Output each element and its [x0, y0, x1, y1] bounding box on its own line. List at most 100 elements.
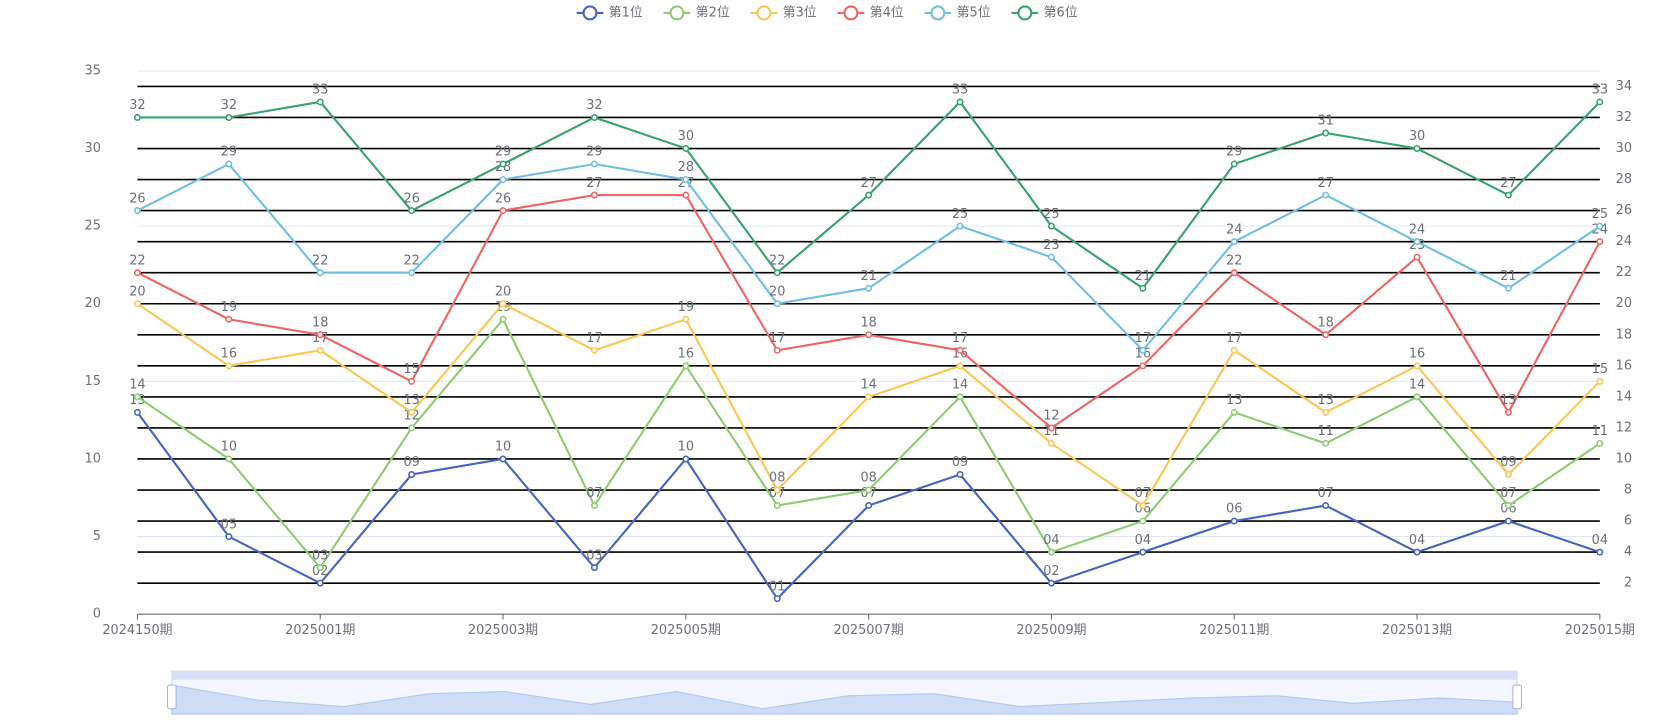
point: [865, 393, 873, 401]
point: [1413, 393, 1421, 401]
point: [1230, 238, 1238, 246]
y-tick-label: 25: [85, 219, 101, 234]
data-label: 28: [678, 160, 694, 175]
point: [1230, 346, 1238, 354]
data-label: 19: [495, 300, 511, 315]
legend-icon: [930, 5, 946, 21]
y2-tick-label: 26: [1616, 203, 1632, 218]
data-label: 16: [1135, 347, 1151, 362]
data-label: 07: [1317, 486, 1333, 501]
point: [956, 471, 964, 478]
data-label: 04: [1592, 533, 1608, 548]
data-label: 23: [1409, 238, 1425, 253]
legend-item[interactable]: 第1位: [576, 5, 643, 21]
point: [865, 284, 873, 292]
data-label: 22: [312, 253, 328, 268]
point: [1139, 502, 1147, 510]
point: [682, 362, 690, 370]
point: [590, 113, 598, 121]
data-label: 14: [860, 378, 876, 393]
y-tick-label: 30: [85, 141, 101, 156]
point: [133, 113, 141, 121]
data-label: 05: [221, 517, 237, 532]
data-label: 24: [1226, 222, 1242, 237]
data-label: 13: [1317, 393, 1333, 408]
point: [499, 160, 507, 168]
data-zoom[interactable]: [166, 670, 1522, 715]
data-label: 17: [1135, 331, 1151, 346]
data-label: 29: [586, 145, 602, 160]
data-label: 06: [1500, 502, 1516, 517]
data-label: 04: [1135, 533, 1151, 548]
data-label: 19: [221, 300, 237, 315]
data-label: 16: [221, 347, 237, 362]
data-label: 27: [586, 176, 602, 191]
data-label: 32: [586, 98, 602, 113]
y-tick-label: 20: [85, 296, 101, 311]
point: [1322, 408, 1330, 416]
point: [1047, 439, 1055, 447]
point: [1322, 331, 1330, 339]
point: [956, 98, 964, 106]
data-label: 11: [1592, 424, 1608, 439]
zoom-shadow: [171, 684, 1518, 715]
point: [1139, 284, 1147, 292]
legend-item[interactable]: 第2位: [663, 5, 730, 21]
point: [225, 533, 233, 541]
point: [1322, 129, 1330, 137]
legend-icon: [669, 5, 685, 21]
data-label: 16: [1409, 347, 1425, 362]
series-line: [136, 317, 1601, 570]
point: [133, 300, 141, 308]
point: [590, 346, 598, 354]
data-label: 04: [1043, 533, 1059, 548]
point: [316, 564, 324, 572]
point: [499, 207, 507, 215]
data-label: 32: [221, 98, 237, 113]
point: [773, 502, 781, 510]
data-label: 06: [1135, 502, 1151, 517]
data-label: 21: [1500, 269, 1516, 284]
point: [408, 377, 416, 385]
data-label: 23: [1043, 238, 1059, 253]
y2-tick-label: 32: [1616, 110, 1632, 125]
data-label: 02: [1043, 564, 1059, 579]
legend-item[interactable]: 第4位: [837, 5, 904, 21]
data-label: 20: [769, 284, 785, 299]
x-tick-label: 2025003期: [468, 623, 538, 638]
legend-item[interactable]: 第5位: [924, 5, 991, 21]
point: [1504, 502, 1512, 510]
point: [865, 191, 873, 199]
data-label: 28: [495, 160, 511, 175]
point: [133, 408, 141, 416]
y2-tick-label: 10: [1616, 451, 1632, 466]
data-label: 03: [312, 548, 328, 563]
data-label: 07: [1135, 486, 1151, 501]
point: [773, 300, 781, 308]
data-label: 26: [403, 191, 419, 206]
point: [408, 471, 416, 478]
legend-label: 第5位: [957, 5, 991, 20]
point: [1047, 253, 1055, 261]
point: [590, 502, 598, 510]
zoom-handle[interactable]: [166, 684, 177, 710]
zoom-bar: [171, 671, 1518, 680]
point: [1413, 238, 1421, 246]
legend-item[interactable]: 第3位: [750, 5, 817, 21]
x-tick-label: 2025005期: [651, 623, 721, 638]
data-label: 26: [129, 191, 145, 206]
x-tick-label: 2025009期: [1016, 623, 1086, 638]
zoom-handle[interactable]: [1512, 684, 1522, 710]
y-tick-label: 10: [85, 451, 101, 466]
data-label: 02: [312, 564, 328, 579]
point: [1504, 284, 1512, 292]
point: [590, 564, 598, 572]
y2-tick-label: 28: [1616, 172, 1632, 187]
x-tick-label: 2024150期: [102, 623, 172, 638]
y2-tick-label: 24: [1616, 234, 1632, 249]
legend-item[interactable]: 第6位: [1011, 5, 1078, 21]
data-label: 33: [1592, 83, 1608, 98]
series-line: [136, 194, 1601, 430]
point: [408, 269, 416, 277]
data-label: 08: [769, 471, 785, 486]
